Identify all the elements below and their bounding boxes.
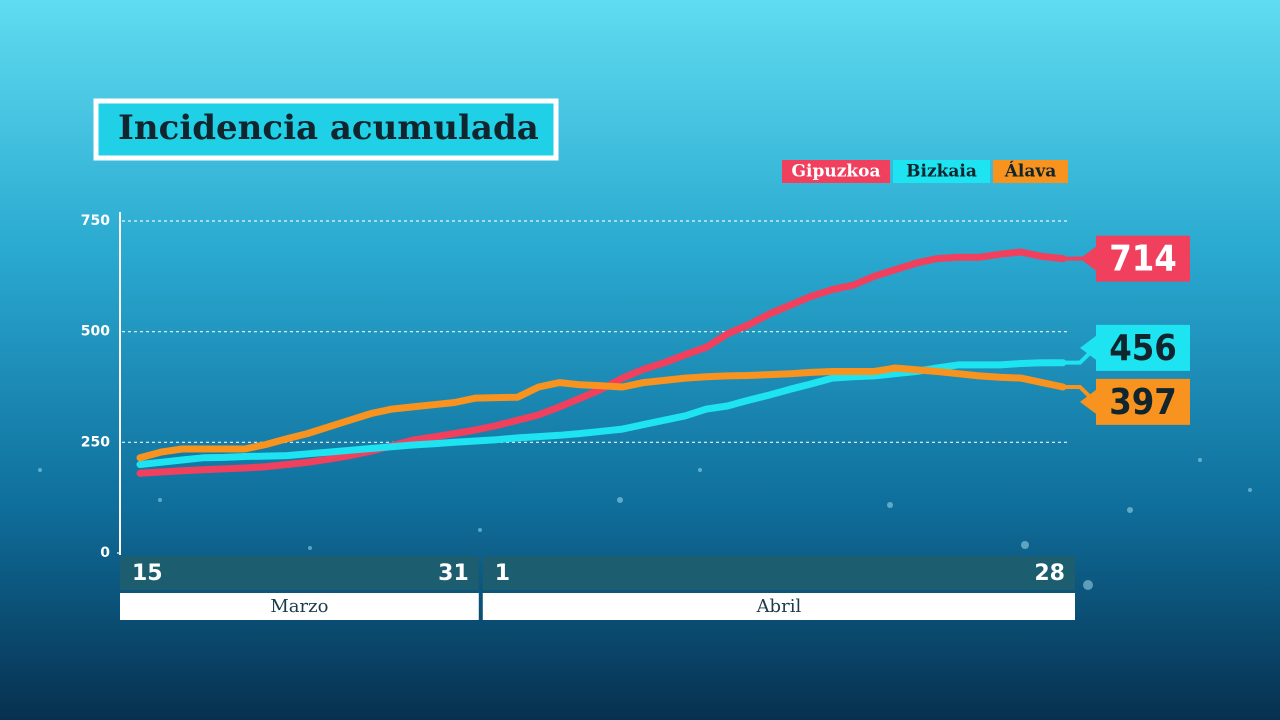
end-label-box [1080, 324, 1190, 371]
month-label: Abril [756, 596, 802, 617]
x-tick-label: 28 [1034, 561, 1065, 586]
x-tick-label: 31 [438, 561, 469, 586]
y-tick-label: 0 [100, 545, 110, 561]
series-line [136, 364, 1067, 462]
x-tick-label: 15 [132, 561, 163, 586]
month-label: Marzo [270, 596, 328, 617]
end-label-box [1080, 235, 1190, 282]
end-label: 397 [1109, 382, 1177, 423]
day-band [482, 556, 1075, 590]
y-tick-label: 250 [81, 434, 110, 450]
decor-dots [38, 458, 1252, 590]
title-box [93, 98, 559, 161]
month-band [120, 593, 479, 620]
day-band [120, 556, 479, 590]
legend-label: Álava [1004, 161, 1057, 182]
y-tick-label: 500 [81, 324, 110, 340]
legend-label: Gipuzkoa [791, 162, 880, 182]
end-label: 456 [1109, 328, 1177, 369]
legend-swatch [782, 160, 890, 183]
y-tick-label: 750 [81, 213, 110, 229]
month-band [482, 593, 1075, 620]
legend-label: Bizkaia [906, 162, 977, 182]
x-tick-label: 1 [495, 561, 510, 586]
legend-swatch [893, 160, 990, 183]
chart-title: Incidencia acumulada [118, 108, 539, 148]
end-label-box [1080, 378, 1190, 425]
legend-swatch [993, 160, 1068, 183]
end-label: 714 [1109, 239, 1177, 280]
